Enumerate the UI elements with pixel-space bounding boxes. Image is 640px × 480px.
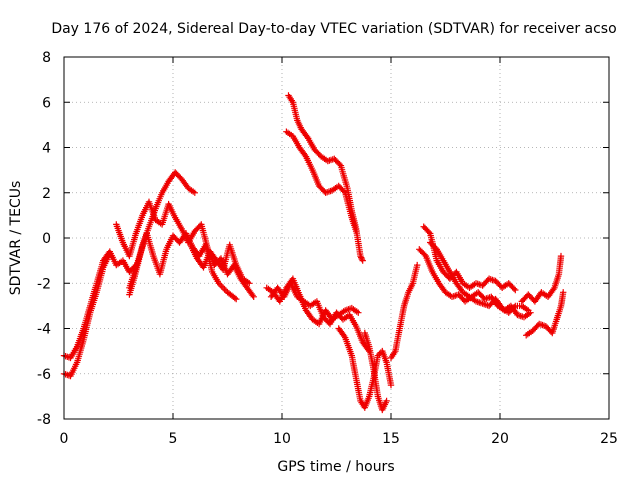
series-arc17 <box>518 252 565 305</box>
y-tick-label: -8 <box>37 412 51 428</box>
series-markers <box>387 261 421 362</box>
series-arc13 <box>283 128 360 235</box>
plot-frame <box>63 56 610 420</box>
y-tick-label: -4 <box>37 322 51 338</box>
series-markers <box>518 252 565 305</box>
y-tick-label: 4 <box>42 141 51 157</box>
x-tick-label: 10 <box>273 431 291 447</box>
y-tick-label: 0 <box>42 231 51 247</box>
series-arc11 <box>387 261 421 362</box>
series-arc6 <box>187 241 253 287</box>
x-tick-label: 15 <box>382 431 400 447</box>
data-series <box>60 92 567 414</box>
series-arc8 <box>267 280 373 355</box>
series-arc1 <box>60 248 140 362</box>
series-markers <box>267 280 373 355</box>
y-tick-label: 2 <box>42 186 51 202</box>
series-arc18 <box>523 289 567 339</box>
series-arc12 <box>285 92 366 264</box>
series-markers <box>427 239 532 316</box>
series-markers <box>187 241 253 287</box>
series-arc14 <box>420 223 519 294</box>
series-arc9 <box>335 325 395 411</box>
series-markers <box>60 248 140 362</box>
series-markers <box>285 92 366 264</box>
series-markers <box>420 223 519 294</box>
x-tick-label: 0 <box>60 431 69 447</box>
series-markers <box>523 289 567 339</box>
y-tick-labels: -8 -6 -4 -2 0 2 4 6 8 <box>37 50 51 428</box>
x-tick-label: 25 <box>600 431 618 447</box>
series-markers <box>335 325 395 411</box>
x-tick-labels: 0 5 10 15 20 25 <box>60 431 618 447</box>
series-arc16 <box>427 239 532 316</box>
chart-title: Day 176 of 2024, Sidereal Day-to-day VTE… <box>51 21 616 37</box>
y-tick-label: -2 <box>37 276 51 292</box>
x-tick-label: 5 <box>169 431 178 447</box>
y-tick-label: 8 <box>42 50 51 66</box>
y-axis-label: SDTVAR / TECUs <box>8 181 24 296</box>
series-arc10 <box>361 329 390 414</box>
x-axis-label: GPS time / hours <box>277 459 394 475</box>
x-tick-label: 20 <box>491 431 509 447</box>
y-tick-label: -6 <box>37 367 51 383</box>
series-markers <box>361 329 390 414</box>
series-markers <box>283 128 360 235</box>
y-tick-label: 6 <box>42 95 51 111</box>
